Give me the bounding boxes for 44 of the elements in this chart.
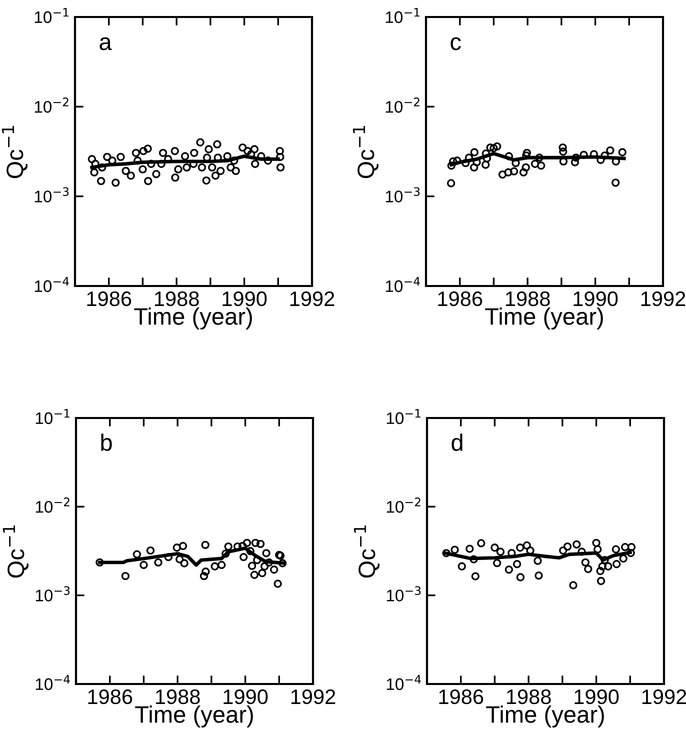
x-tick-label: 1992 [291, 689, 336, 704]
y-tick-label: 10$^{−3}$ [36, 586, 70, 602]
y-tick-label: 10$^{−2}$ [36, 498, 70, 513]
x-tick-label: 1992 [642, 689, 686, 704]
annotation: b [101, 434, 112, 451]
x-axis-title: Time (year) [485, 308, 603, 330]
y-tick-label: 10$^{−4}$ [34, 277, 69, 292]
y-tick-label: 10$^{−1}$ [386, 409, 420, 424]
x-tick-label: 1988 [154, 291, 199, 306]
y-tick-label: 10$^{−2}$ [386, 98, 420, 113]
y-tick-label: 10$^{−4}$ [36, 675, 70, 690]
x-tick-label: 1986 [438, 291, 482, 306]
y-tick-label: 10$^{−1}$ [36, 409, 70, 424]
y-tick-label: 10$^{−3}$ [386, 187, 420, 202]
y-axis-title: Qc$^{−1}$ [352, 126, 378, 178]
y-axis-title: Qc$^{−1}$ [354, 526, 380, 578]
x-axis-title: Time (year) [134, 308, 252, 330]
annotation: a [100, 37, 112, 50]
x-tick-label: 1986 [439, 689, 484, 704]
x-tick-label: 1986 [87, 291, 132, 306]
x-axis-title: Time (year) [135, 706, 253, 728]
x-tick-label: 1988 [156, 689, 200, 704]
x-tick-label: 1990 [574, 291, 618, 306]
y-tick-label: 10$^{−3}$ [386, 586, 421, 602]
y-axis-title: Qc$^{−1}$ [2, 526, 28, 578]
x-tick-label: 1988 [506, 291, 550, 306]
x-tick-label: 1992 [290, 291, 334, 306]
y-tick-label: 10$^{−4}$ [386, 277, 420, 292]
y-tick-label: 10$^{−1}$ [386, 8, 420, 24]
annotation: c [450, 37, 461, 50]
y-axis-title: Qc$^{−1}$ [2, 126, 28, 178]
x-tick-label: 1990 [222, 291, 267, 306]
x-tick-label: 1988 [506, 689, 551, 704]
x-axis-title: Time (year) [486, 706, 604, 728]
y-tick-label: 10$^{−1}$ [34, 8, 68, 24]
x-tick-label: 1990 [574, 689, 619, 704]
annotation: d [452, 434, 462, 451]
y-tick-label: 10$^{−2}$ [386, 498, 420, 513]
x-tick-label: 1986 [88, 689, 132, 704]
y-tick-label: 10$^{−3}$ [34, 187, 69, 202]
y-tick-label: 10$^{−4}$ [386, 675, 421, 690]
y-tick-label: 10$^{−2}$ [34, 98, 68, 113]
x-tick-label: 1992 [641, 291, 686, 306]
x-tick-label: 1990 [224, 689, 268, 704]
